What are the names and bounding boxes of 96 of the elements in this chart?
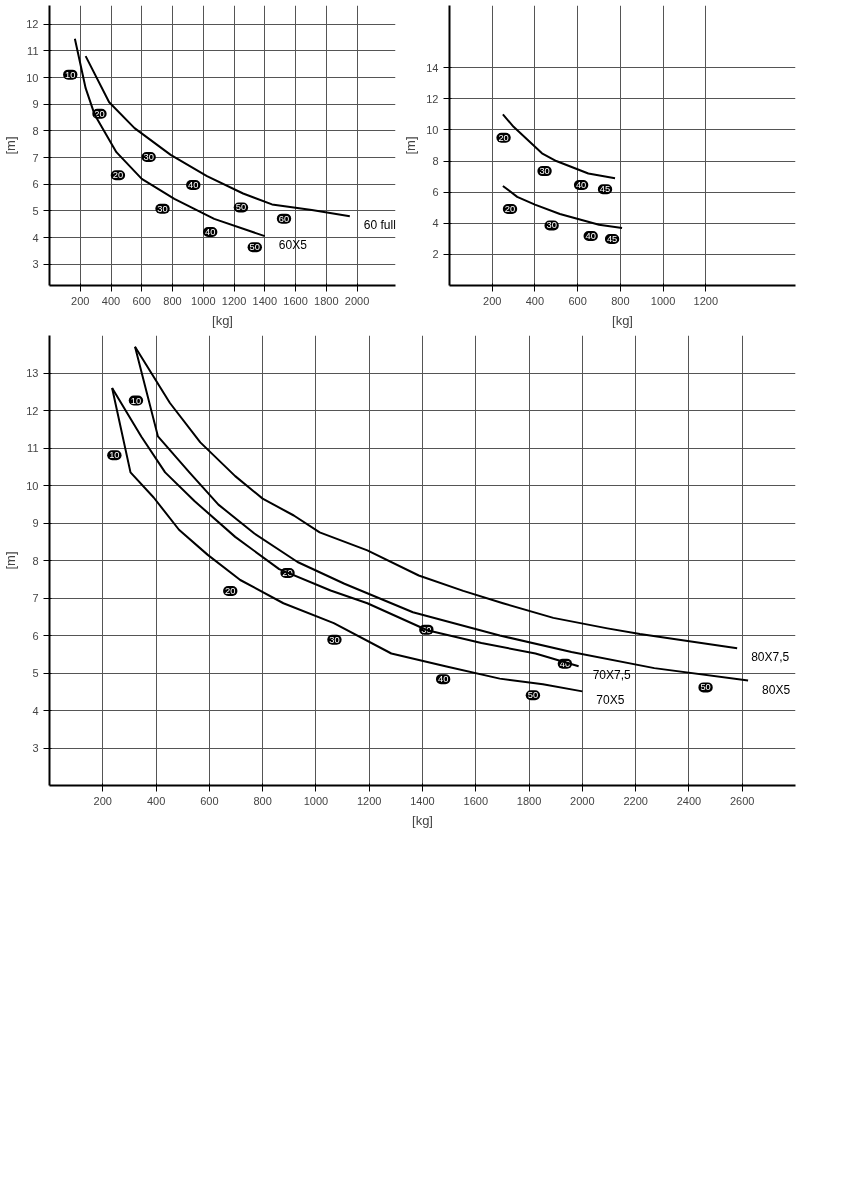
y-tick-label: 8	[32, 554, 39, 567]
y-tick-label: 10	[426, 123, 439, 136]
y-tick-label: 6	[432, 186, 439, 199]
annotation: 50	[249, 242, 260, 253]
x-tick-label: 1200	[356, 794, 382, 807]
y-tick-label: 14	[426, 61, 439, 74]
series-label: 80X5	[762, 682, 791, 697]
annotation: 50	[527, 690, 539, 701]
y-tick-label: 6	[32, 629, 39, 642]
y-axis-title: [m]	[3, 136, 19, 155]
annotation: 50	[700, 682, 711, 693]
x-tick-label: 600	[568, 294, 587, 307]
y-axis-title: [m]	[3, 551, 19, 570]
x-tick-label: 1600	[463, 794, 489, 807]
y-tick-label: 7	[32, 151, 39, 164]
line-series	[84, 55, 351, 218]
y-tick-label: 5	[32, 667, 39, 679]
y-tick-label: 12	[26, 404, 39, 417]
annotation: 60	[278, 213, 290, 224]
annotation: 40	[205, 226, 216, 237]
x-tick-label: 600	[200, 794, 219, 807]
y-tick-label: 11	[27, 442, 39, 454]
annotation: 30	[329, 634, 340, 645]
y-tick-label: 10	[26, 71, 39, 84]
x-tick-label: 2400	[676, 794, 702, 807]
x-tick-label: 2000	[344, 294, 370, 307]
y-tick-label: 4	[432, 217, 439, 230]
annotation: 30	[157, 203, 168, 214]
y-tick-label: 12	[26, 18, 39, 31]
y-tick-label: 7	[32, 592, 39, 604]
y-tick-label: 2	[432, 248, 439, 261]
annotation: 20	[282, 568, 293, 578]
annotation: 20	[504, 204, 516, 215]
y-tick-label: 9	[32, 517, 39, 529]
x-tick-label: 2000	[570, 794, 595, 807]
x-tick-label: 1600	[283, 294, 308, 307]
y-tick-label: 12	[426, 92, 439, 105]
x-tick-label: 800	[163, 294, 182, 307]
annotation: 40	[437, 674, 449, 685]
annotation: 30	[539, 166, 550, 177]
y-axis-title: [m]	[403, 136, 419, 155]
annotation: 20	[498, 132, 509, 143]
x-tick-label: 1800	[314, 294, 339, 307]
y-tick-label: 8	[432, 155, 439, 168]
annotation: 10	[65, 69, 76, 80]
y-tick-label: 5	[32, 204, 39, 217]
x-tick-label: 1800	[516, 794, 542, 807]
x-axis-title: [kg]	[212, 312, 233, 328]
x-tick-label: 400	[146, 794, 166, 807]
annotation: 40	[188, 180, 199, 191]
y-tick-label: 8	[32, 124, 39, 137]
x-tick-label: 200	[71, 294, 90, 307]
annotation: 30	[143, 152, 154, 163]
annotation: 45	[599, 184, 611, 195]
x-tick-label: 1000	[650, 294, 676, 307]
x-tick-label: 200	[93, 794, 112, 807]
x-tick-label: 1400	[410, 794, 435, 807]
line-series	[501, 184, 624, 229]
annotation: 50	[235, 202, 247, 213]
x-tick-label: 2200	[623, 794, 648, 807]
annotation: 40	[575, 179, 587, 190]
annotation: 10	[109, 450, 120, 461]
x-tick-label: 400	[525, 294, 545, 307]
y-tick-label: 9	[32, 98, 39, 111]
annotation: 40	[585, 230, 596, 241]
annotation: 20	[225, 586, 236, 596]
annotation: 10	[130, 395, 142, 406]
x-tick-label: 800	[253, 794, 272, 807]
series-label: 80X7,5	[751, 650, 790, 665]
x-tick-label: 200	[483, 294, 502, 307]
y-tick-label: 3	[32, 742, 39, 754]
y-tick-label: 4	[32, 231, 39, 244]
line-series	[73, 37, 266, 238]
y-tick-label: 11	[27, 44, 39, 57]
x-axis-title: [kg]	[412, 812, 433, 828]
annotation: 20	[112, 170, 124, 181]
series-label: 60 full	[363, 218, 396, 233]
x-tick-label: 1400	[252, 294, 278, 307]
annotation: 30	[546, 220, 557, 231]
series-label: 70X5	[596, 693, 625, 708]
y-tick-label: 3	[32, 258, 39, 271]
y-tick-label: 4	[32, 704, 39, 717]
y-tick-label: 10	[26, 479, 39, 492]
x-axis-title: [kg]	[612, 312, 633, 328]
x-tick-label: 400	[101, 294, 121, 307]
x-tick-label: 1200	[693, 294, 719, 307]
y-tick-label: 6	[32, 178, 39, 191]
annotation: 45	[606, 233, 618, 244]
y-tick-label: 13	[26, 367, 39, 379]
x-tick-label: 2600	[729, 794, 755, 807]
x-tick-label: 800	[611, 294, 630, 307]
x-tick-label: 1000	[191, 294, 216, 307]
x-tick-label: 600	[132, 294, 151, 307]
x-tick-label: 1000	[303, 794, 329, 807]
line-series	[501, 113, 617, 180]
x-tick-label: 1200	[221, 294, 247, 307]
